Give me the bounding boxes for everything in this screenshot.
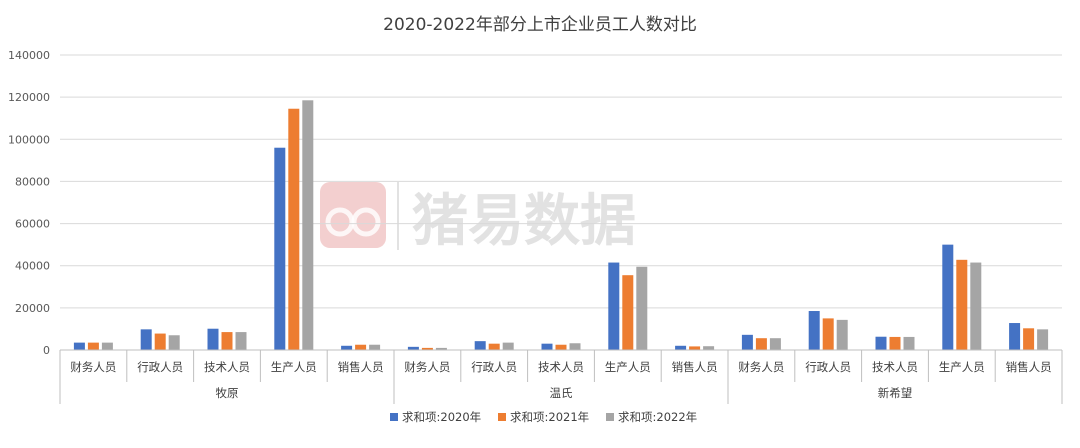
y-tick-label: 40000 [15,260,50,273]
bar [207,328,219,350]
bar [288,108,300,350]
bar [636,266,648,350]
x-tick-label: 财务人员 [70,360,116,374]
bar [622,275,634,350]
x-group-label: 牧原 [216,386,239,400]
bar [302,100,314,350]
bar [421,347,433,350]
y-tick-label: 60000 [15,218,50,231]
x-tick-label: 销售人员 [1006,360,1052,374]
bar [502,342,514,350]
bar [675,345,687,350]
bar [703,346,715,350]
bar [755,338,767,350]
x-tick-label: 行政人员 [471,360,517,374]
bar [474,341,486,350]
x-tick-label: 行政人员 [805,360,851,374]
y-tick-label: 120000 [8,91,50,104]
bar [889,336,901,350]
bar [407,346,419,350]
x-tick-label: 销售人员 [672,360,718,374]
x-tick-label: 生产人员 [939,360,985,374]
bar [903,336,915,350]
bar [235,332,247,350]
x-group-label: 温氏 [550,386,573,400]
bar [741,334,753,350]
bar [875,336,887,350]
bar [1023,328,1035,350]
y-axis-ticks: 0 20000 40000 60000 80000 100000 120000 140000 [8,49,50,357]
bar [154,333,166,350]
legend-label: 求和项:2022年 [618,410,697,424]
bar [221,332,233,350]
x-tick-label: 生产人员 [605,360,651,374]
bar [970,262,982,350]
bar [541,343,553,350]
x-tick-label: 财务人员 [738,360,784,374]
bar [942,244,954,350]
bar [956,259,968,350]
x-tick-label: 技术人员 [538,360,584,374]
bar [168,335,180,350]
y-tick-label: 100000 [8,133,50,146]
legend-label: 求和项:2020年 [402,410,481,424]
bar [769,338,781,350]
bar [555,344,567,350]
chart-title: 2020-2022年部分上市企业员工人数对比 [383,15,697,35]
bar [1009,323,1021,350]
legend: 求和项:2020年 求和项:2021年 求和项:2022年 [390,410,697,424]
y-tick-label: 140000 [8,49,50,62]
legend-label: 求和项:2021年 [510,410,589,424]
bar [369,344,381,350]
bar [488,343,500,350]
bars [73,100,1049,350]
y-tick-label: 0 [43,344,50,357]
x-tick-label: 销售人员 [338,360,384,374]
watermark-text: 猪易数据 [412,189,636,254]
bar [341,345,353,350]
x-tick-label: 技术人员 [204,360,250,374]
bar [355,344,367,350]
x-tick-label: 行政人员 [137,360,183,374]
watermark: 猪易数据 [320,182,636,254]
bar [836,319,848,350]
bar [73,342,85,350]
bar [822,318,834,350]
x-tick-label: 技术人员 [872,360,918,374]
x-tick-label: 财务人员 [404,360,450,374]
bar [808,311,820,350]
x-tick-label: 生产人员 [271,360,317,374]
legend-swatch [606,413,614,421]
legend-swatch [390,413,398,421]
bar [274,147,286,350]
watermark-logo-mark [351,207,381,237]
bar [569,343,581,350]
bar [140,329,152,350]
bar [1037,329,1049,350]
bar [87,342,99,350]
bar [608,262,620,350]
bar [435,347,447,350]
bar [689,346,701,350]
bar [101,342,113,350]
y-tick-label: 80000 [15,175,50,188]
legend-swatch [498,413,506,421]
y-tick-label: 20000 [15,302,50,315]
x-group-label: 新希望 [878,386,913,400]
